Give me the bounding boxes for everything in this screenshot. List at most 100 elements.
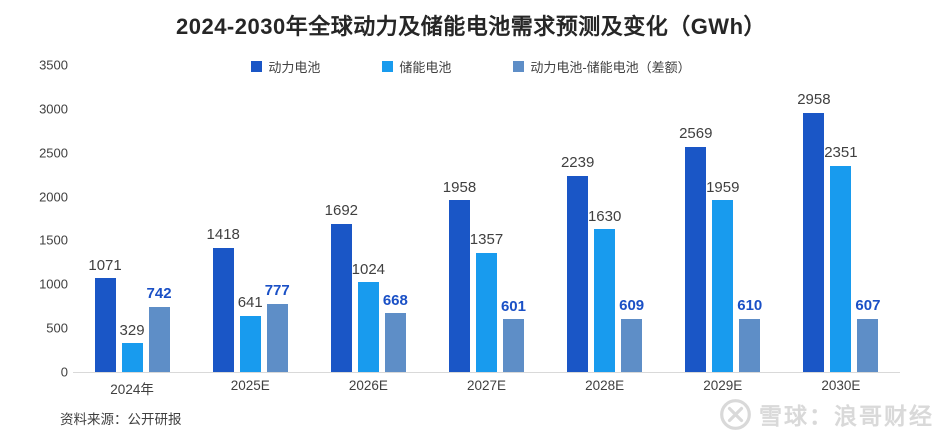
bar-value-label: 641 bbox=[237, 294, 263, 312]
bar bbox=[685, 146, 707, 372]
bar-cell: 742 bbox=[146, 65, 172, 372]
bar-group: 2239 1630 609 bbox=[546, 65, 664, 372]
x-tick-label: 2025E bbox=[230, 378, 270, 393]
bar bbox=[830, 165, 852, 372]
bar bbox=[121, 343, 143, 372]
legend-label: 动力电池-储能电池（差额） bbox=[530, 60, 691, 75]
bar-group: 1418 641 777 bbox=[191, 65, 309, 372]
bar-value-label: 607 bbox=[855, 297, 881, 315]
bar-cell: 1959 bbox=[706, 65, 739, 372]
x-tick-label: 2024年 bbox=[110, 382, 154, 397]
bar-cell: 601 bbox=[500, 65, 526, 372]
bar bbox=[857, 318, 879, 372]
bar bbox=[803, 112, 825, 372]
bar bbox=[357, 282, 379, 372]
legend-label: 动力电池 bbox=[268, 60, 321, 75]
bar bbox=[475, 252, 497, 372]
bar-cell: 2569 bbox=[679, 65, 712, 372]
bar-value-label: 1024 bbox=[351, 260, 386, 278]
bar-value-label: 1071 bbox=[88, 256, 122, 274]
bar-cell: 329 bbox=[119, 65, 145, 372]
legend: 动力电池 储能电池 动力电池-储能电池（差额） bbox=[0, 57, 942, 76]
bar-value-label: 1630 bbox=[587, 207, 622, 225]
y-axis: 0 500 1000 1500 2000 2500 3000 3500 bbox=[16, 59, 68, 379]
bar bbox=[239, 315, 261, 372]
bar-value-label: 2569 bbox=[679, 125, 713, 143]
bar-cell: 2958 bbox=[797, 65, 831, 372]
x-axis: 2024年 2025E 2026E 2027E 2028E 2029E 2030E bbox=[73, 378, 900, 398]
bar-cell: 609 bbox=[619, 65, 645, 372]
bar bbox=[502, 319, 524, 372]
bar-group: 2958 2351 607 bbox=[782, 65, 900, 372]
bar-value-label: 1959 bbox=[706, 178, 740, 196]
bar bbox=[621, 318, 643, 372]
bar-group: 1958 1357 601 bbox=[427, 65, 545, 372]
bar-group: 2569 1959 610 bbox=[664, 65, 782, 372]
bar-cell: 610 bbox=[737, 65, 763, 372]
bar-cell: 1071 bbox=[88, 65, 122, 372]
chart-title: 2024-2030年全球动力及储能电池需求预测及变化（GWh） bbox=[175, 14, 767, 39]
bar-cell: 668 bbox=[382, 65, 408, 372]
bar-cell: 1630 bbox=[588, 65, 621, 372]
bar bbox=[212, 247, 234, 372]
bar-value-label: 2239 bbox=[560, 154, 595, 172]
legend-swatch bbox=[251, 61, 263, 72]
bar-value-label: 601 bbox=[500, 297, 526, 315]
x-tick-label: 2029E bbox=[703, 378, 743, 393]
bar bbox=[94, 278, 116, 372]
y-tick-label: 2500 bbox=[39, 145, 68, 161]
x-tick-label: 2026E bbox=[348, 378, 388, 393]
bar-cell: 1692 bbox=[325, 65, 358, 372]
legend-swatch bbox=[382, 61, 394, 72]
legend-swatch bbox=[513, 61, 525, 72]
xueqiu-logo-icon bbox=[720, 398, 751, 430]
watermark-text: 雪球：浪哥财经 bbox=[759, 403, 934, 429]
bar-value-label: 329 bbox=[119, 321, 145, 339]
legend-item: 动力电池 bbox=[251, 57, 320, 76]
x-tick-label: 2030E bbox=[821, 378, 861, 393]
bar-cell: 641 bbox=[237, 65, 263, 372]
bar bbox=[448, 200, 470, 372]
bar-value-label: 2351 bbox=[824, 144, 858, 162]
bar-value-label: 742 bbox=[146, 285, 172, 303]
legend-item: 储能电池 bbox=[382, 57, 451, 76]
y-tick-label: 1000 bbox=[39, 276, 68, 292]
bar-cell: 607 bbox=[855, 65, 881, 372]
y-tick-label: 0 bbox=[60, 364, 68, 380]
bar bbox=[384, 313, 406, 372]
bar-cell: 1418 bbox=[207, 65, 240, 372]
legend-item: 动力电池-储能电池（差额） bbox=[513, 57, 691, 76]
x-tick-label: 2027E bbox=[466, 378, 507, 393]
bar bbox=[148, 306, 170, 372]
bar-value-label: 1692 bbox=[324, 202, 359, 220]
legend-label: 储能电池 bbox=[399, 60, 452, 75]
bar bbox=[712, 200, 734, 372]
bar-value-label: 777 bbox=[264, 282, 290, 300]
plot-area: 1071 329 742 1418 641 777 1692 1024 668 1958 1357 6… bbox=[73, 65, 900, 373]
x-tick-label: 2028E bbox=[585, 378, 625, 393]
bar-cell: 1024 bbox=[352, 65, 385, 372]
bar-value-label: 1418 bbox=[206, 226, 240, 244]
bar-cell: 2351 bbox=[824, 65, 858, 372]
y-tick-label: 3500 bbox=[39, 57, 68, 73]
bar bbox=[567, 175, 589, 372]
bar bbox=[330, 223, 352, 372]
bar-group: 1692 1024 668 bbox=[309, 65, 427, 372]
y-tick-label: 2000 bbox=[39, 189, 68, 205]
bar-value-label: 1958 bbox=[442, 178, 477, 196]
bar-value-label: 610 bbox=[737, 297, 763, 314]
bar bbox=[594, 229, 616, 372]
bar-cell: 1357 bbox=[470, 65, 503, 372]
bar-cell: 777 bbox=[264, 65, 290, 372]
bar bbox=[266, 303, 288, 372]
y-tick-label: 3000 bbox=[39, 101, 68, 117]
bar-cell: 2239 bbox=[561, 65, 594, 372]
bar-group: 1071 329 742 bbox=[73, 65, 191, 372]
bar bbox=[739, 318, 761, 372]
bar-value-label: 609 bbox=[619, 297, 645, 315]
bar-value-label: 2958 bbox=[797, 91, 831, 109]
bar-value-label: 668 bbox=[382, 291, 408, 309]
bar-cell: 1958 bbox=[443, 65, 476, 372]
source-note: 资料来源：公开研报 bbox=[60, 412, 182, 427]
